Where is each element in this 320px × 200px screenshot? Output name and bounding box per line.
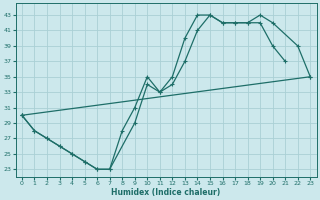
X-axis label: Humidex (Indice chaleur): Humidex (Indice chaleur): [111, 188, 221, 197]
